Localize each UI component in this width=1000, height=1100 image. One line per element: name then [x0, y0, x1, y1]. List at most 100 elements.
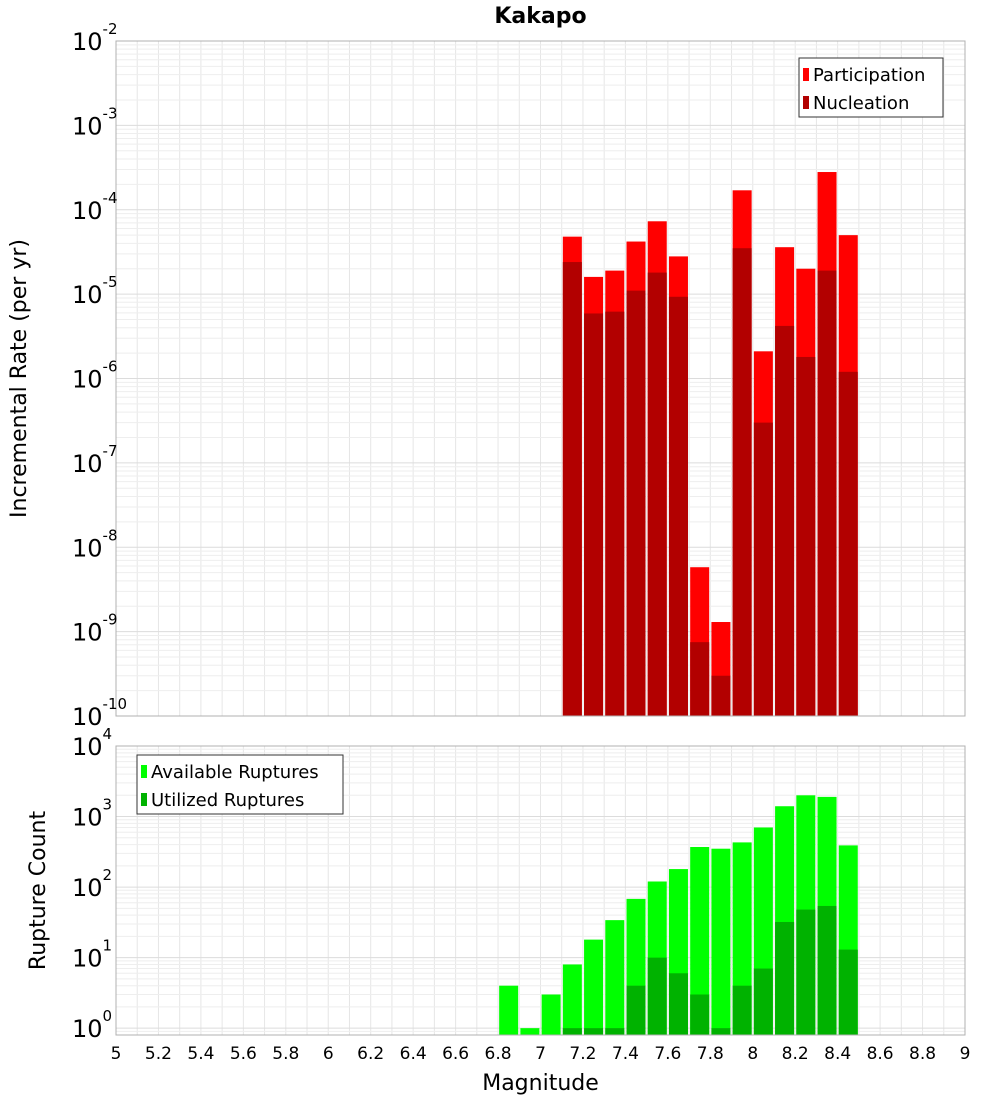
bar: [562, 1028, 582, 1035]
x-ticks: 5 5.2 5.4 5.6 5.8 6 6.2 6.4 6.6 6.8 7 7.2 7.4 7.6 7.8 8…: [111, 1044, 971, 1064]
bar: [605, 920, 625, 1035]
bar: [753, 422, 773, 716]
y-tick-exponent: 4: [103, 725, 113, 743]
y-tick-base: 10: [72, 804, 103, 832]
bar: [690, 847, 710, 1035]
legend-swatch: [141, 765, 147, 778]
bar: [838, 371, 858, 716]
y-tick-base: 10: [72, 1015, 103, 1043]
y-tick-label: 103: [72, 796, 112, 832]
y-tick-label: 10-6: [72, 358, 118, 394]
y-tick-base: 10: [72, 281, 103, 309]
bar: [817, 905, 837, 1035]
x-tick-label: 8.4: [824, 1044, 851, 1064]
y-tick-base: 10: [72, 28, 103, 56]
y-tick-label: 10-5: [72, 273, 118, 309]
bar: [647, 957, 667, 1035]
x-tick-label: 7: [535, 1044, 546, 1064]
y-tick-base: 10: [72, 534, 103, 562]
y-tick-exponent: -9: [103, 611, 118, 629]
series-nucleation: [562, 248, 858, 717]
y-tick-base: 10: [72, 874, 103, 902]
legend-swatch: [141, 793, 147, 806]
bar: [753, 968, 773, 1035]
legend-swatch: [803, 96, 809, 109]
y-tick-label: 10-10: [72, 695, 127, 731]
bar: [605, 311, 625, 716]
bar: [562, 262, 582, 716]
bar: [584, 313, 604, 716]
bar: [690, 994, 710, 1035]
bar: [732, 248, 752, 717]
bar: [690, 642, 710, 716]
y-tick-label: 104: [72, 725, 112, 761]
x-tick-label: 7.2: [569, 1044, 596, 1064]
bar: [817, 270, 837, 716]
x-tick-label: 6.8: [485, 1044, 512, 1064]
plot-frame: [115, 745, 966, 1036]
legend: Available Ruptures Utilized Ruptures: [136, 754, 344, 815]
y-tick-exponent: -4: [103, 189, 118, 207]
legend-box: [798, 57, 944, 118]
y-tick-base: 10: [72, 733, 103, 761]
x-tick-label: 7.6: [654, 1044, 681, 1064]
bar: [647, 272, 667, 716]
y-tick-label: 10-4: [72, 189, 118, 225]
y-axis-label: Incremental Rate (per yr): [7, 239, 32, 518]
grid: [115, 40, 966, 717]
bar: [796, 356, 816, 716]
x-tick-label: 8: [747, 1044, 758, 1064]
legend-label: Available Ruptures: [151, 762, 319, 783]
x-tick-label: 8.2: [782, 1044, 809, 1064]
y-tick-exponent: -6: [103, 358, 118, 376]
bar: [732, 985, 752, 1035]
x-tick-label: 5: [111, 1044, 122, 1064]
x-axis-label: Magnitude: [482, 1071, 599, 1096]
y-tick-exponent: -3: [103, 104, 118, 122]
y-tick-label: 10-7: [72, 442, 118, 478]
bar: [562, 964, 582, 1035]
bar: [499, 985, 519, 1035]
x-tick-label: 9: [960, 1044, 971, 1064]
y-axis-label: Rupture Count: [26, 811, 51, 971]
bar: [584, 939, 604, 1035]
bar: [775, 921, 795, 1035]
y-tick-exponent: 3: [103, 796, 113, 814]
y-tick-exponent: 2: [103, 866, 113, 884]
plot-frame: [115, 40, 966, 717]
y-tick-base: 10: [72, 619, 103, 647]
y-tick-label: 10-3: [72, 104, 118, 140]
y-tick-exponent: 0: [103, 1007, 113, 1025]
x-tick-label: 7.4: [612, 1044, 639, 1064]
y-tick-base: 10: [72, 450, 103, 478]
bar: [668, 973, 688, 1035]
x-tick-label: 6.2: [357, 1044, 384, 1064]
x-tick-label: 5.2: [145, 1044, 172, 1064]
x-tick-label: 6: [323, 1044, 334, 1064]
y-tick-exponent: -10: [103, 695, 128, 713]
y-tick-label: 10-8: [72, 526, 118, 562]
y-tick-base: 10: [72, 112, 103, 140]
legend: Participation Nucleation: [798, 57, 944, 118]
legend-label: Nucleation: [813, 93, 909, 114]
panel-1: 10-1010-910-810-710-610-510-410-310-2Inc…: [7, 4, 966, 731]
y-tick-label: 10-9: [72, 611, 118, 647]
y-tick-base: 10: [72, 703, 103, 731]
bar: [711, 1028, 731, 1035]
series-utilized-ruptures: [562, 905, 858, 1035]
legend-swatch: [803, 68, 809, 81]
x-tick-label: 5.4: [187, 1044, 214, 1064]
x-tick-label: 6.4: [400, 1044, 427, 1064]
legend-box: [136, 754, 344, 815]
x-tick-label: 5.6: [230, 1044, 257, 1064]
bar: [584, 1028, 604, 1035]
y-tick-base: 10: [72, 945, 103, 973]
bar: [711, 675, 731, 716]
x-tick-label: 8.6: [867, 1044, 894, 1064]
bar: [541, 994, 561, 1035]
bar: [605, 1028, 625, 1035]
y-tick-base: 10: [72, 197, 103, 225]
bar: [668, 296, 688, 716]
